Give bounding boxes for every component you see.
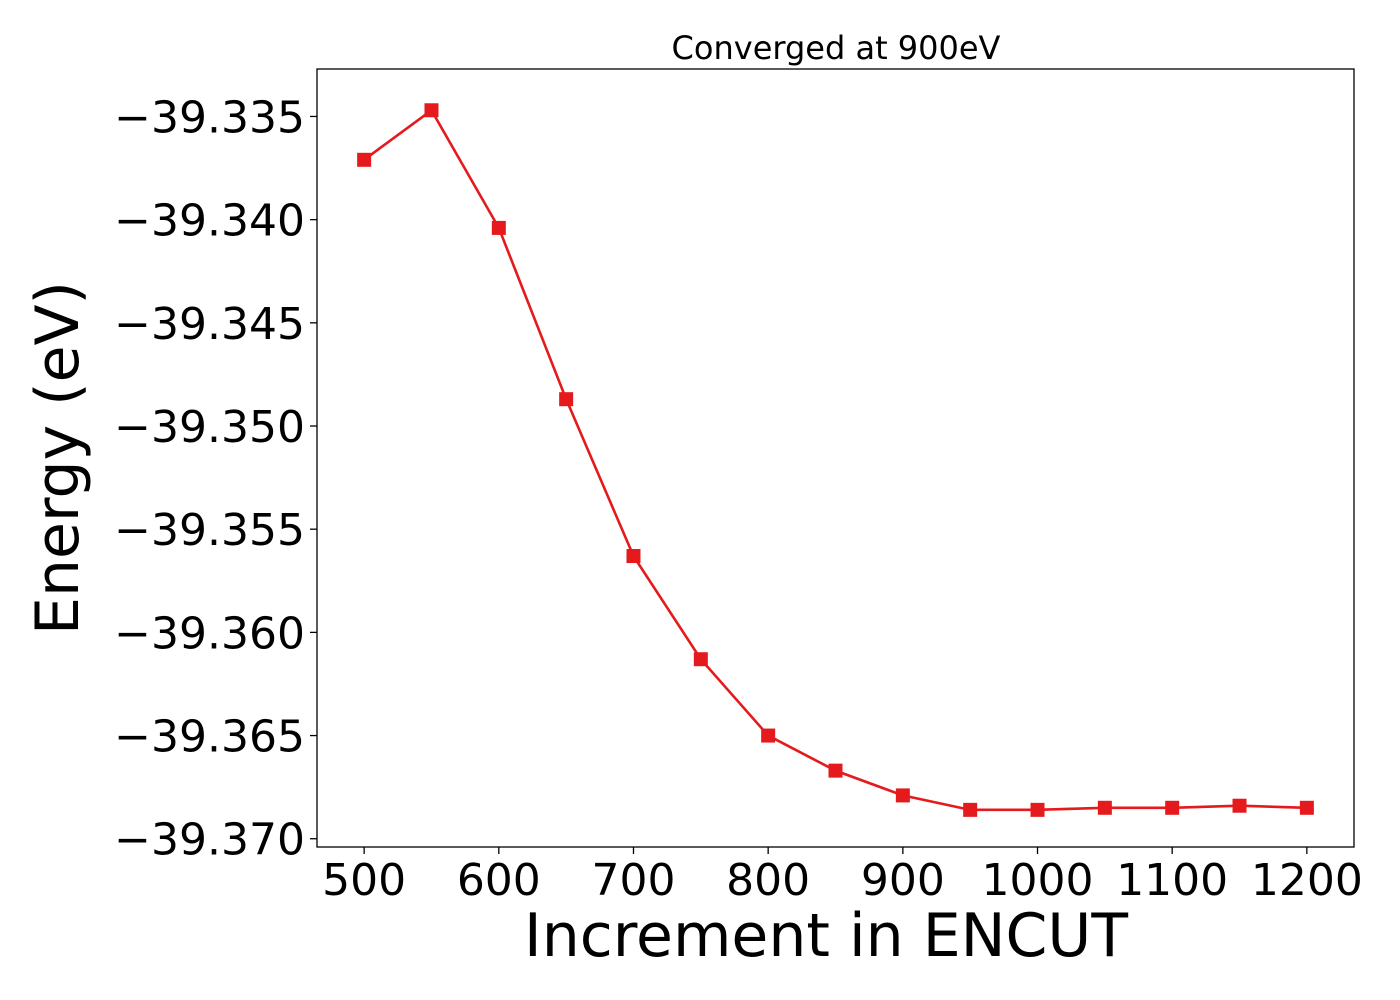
plot-frame bbox=[316, 68, 1355, 848]
x-axis-title: Increment in ENCUT bbox=[524, 901, 1128, 971]
series-line bbox=[363, 108, 1307, 812]
data-point bbox=[357, 152, 372, 167]
y-axis: −39.335 −39.340 −39.345 −39.350 −39.355 −39.3… bbox=[114, 92, 317, 866]
y-tick-label: −39.370 bbox=[114, 815, 305, 866]
data-point bbox=[895, 788, 910, 803]
data-point bbox=[761, 728, 776, 743]
data-point bbox=[1299, 800, 1314, 815]
y-tick-label: −39.355 bbox=[114, 505, 305, 556]
data-point bbox=[1097, 800, 1112, 815]
y-tick-label: −39.345 bbox=[114, 299, 305, 350]
data-point bbox=[1232, 798, 1247, 813]
plot-series bbox=[357, 103, 1314, 817]
y-tick-label: −39.340 bbox=[114, 196, 305, 247]
y-axis-title: Energy (eV) bbox=[23, 281, 93, 635]
x-tick-label: 1200 bbox=[1251, 855, 1363, 906]
data-point bbox=[559, 392, 574, 407]
data-point bbox=[963, 802, 978, 817]
x-axis: 500 600 700 800 900 1000 1100 1200 bbox=[322, 847, 1363, 906]
y-tick-label: −39.360 bbox=[114, 608, 305, 659]
data-point bbox=[491, 220, 506, 235]
y-tick-label: −39.365 bbox=[114, 712, 305, 763]
data-point bbox=[424, 103, 439, 118]
y-tick-label: −39.335 bbox=[114, 92, 305, 143]
chart-title: Converged at 900eV bbox=[672, 29, 1001, 67]
data-point bbox=[828, 763, 843, 778]
x-tick-label: 500 bbox=[322, 855, 406, 906]
data-point bbox=[626, 549, 641, 564]
x-tick-label: 1100 bbox=[1116, 855, 1228, 906]
data-point bbox=[693, 652, 708, 667]
x-tick-label: 1000 bbox=[982, 855, 1094, 906]
x-tick-label: 600 bbox=[457, 855, 541, 906]
y-tick-label: −39.350 bbox=[114, 402, 305, 453]
x-tick-label: 800 bbox=[726, 855, 810, 906]
x-tick-label: 900 bbox=[861, 855, 945, 906]
x-tick-label: 700 bbox=[591, 855, 675, 906]
data-point bbox=[1165, 800, 1180, 815]
data-point bbox=[1030, 802, 1045, 817]
